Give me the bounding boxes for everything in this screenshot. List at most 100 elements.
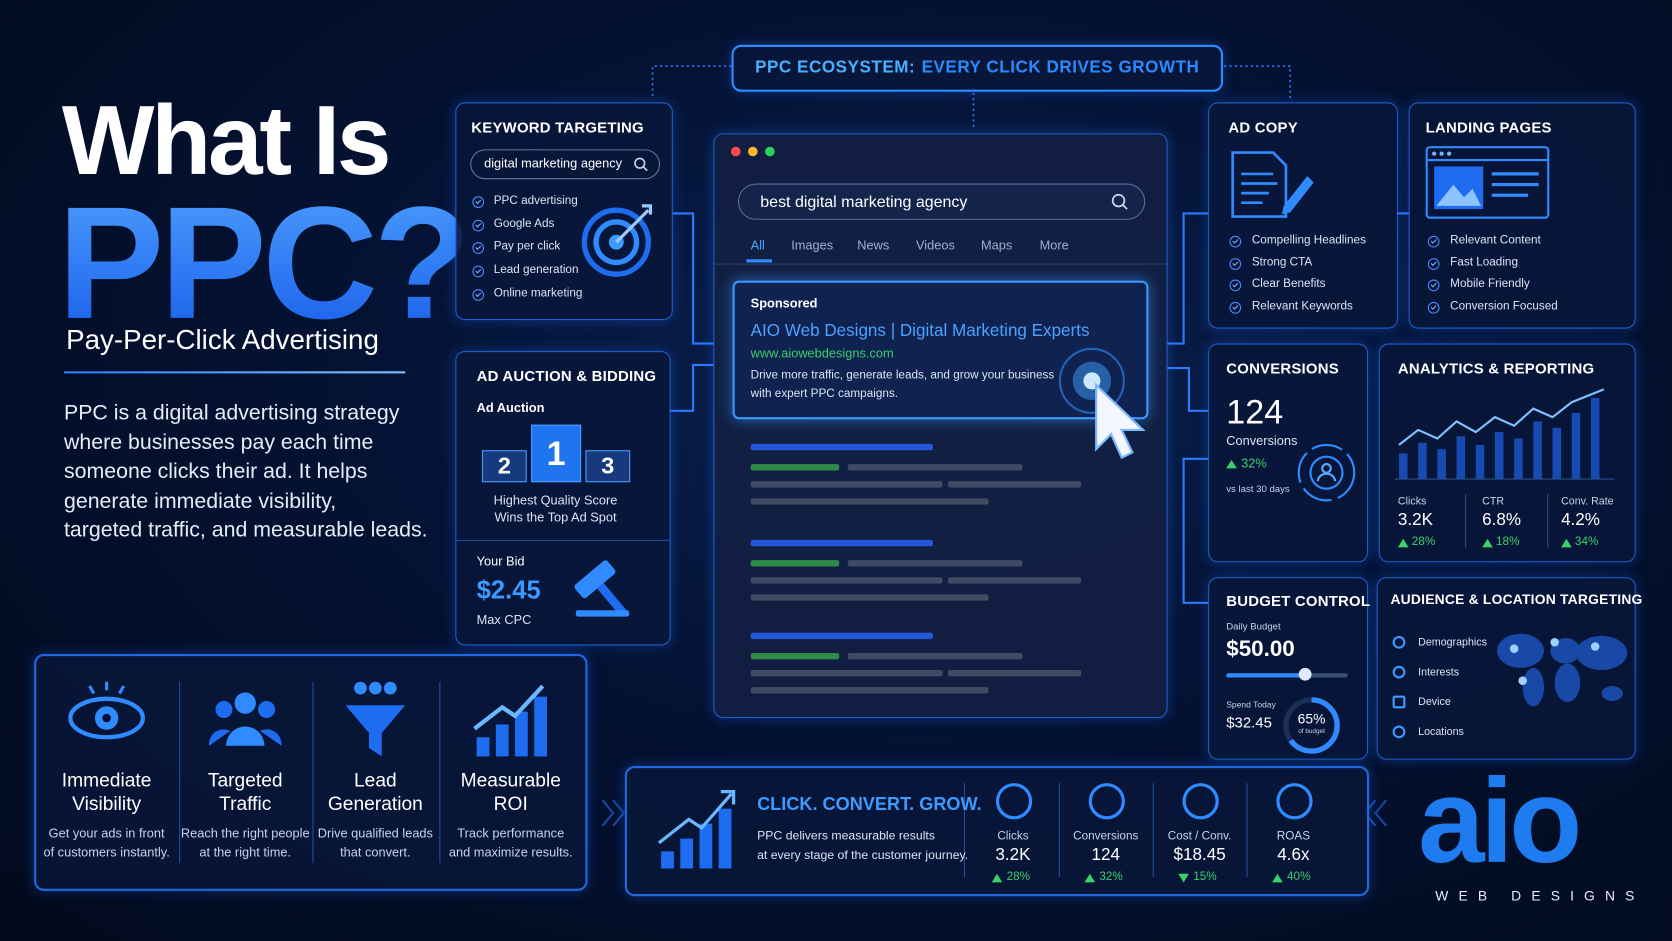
audience-target-icon [1297, 443, 1356, 502]
metric-value: 3.2K [995, 846, 1031, 865]
benefit-title: Lead [353, 769, 397, 791]
panel-title: KEYWORD TARGETING [471, 118, 644, 136]
check-icon [472, 288, 485, 301]
subtitle: Ad Auction [476, 400, 545, 416]
logo-tagline: WEB DESIGNS [1435, 887, 1645, 904]
benefit-description: Reach the right people [180, 825, 310, 841]
bid-value: $2.45 [476, 576, 541, 605]
audience-item: Device [1418, 696, 1451, 709]
benefit-title: Traffic [219, 792, 272, 815]
result-title-bar [750, 443, 934, 451]
result-text-bar [750, 670, 943, 677]
trend-arrow [1482, 538, 1493, 548]
divider [179, 681, 181, 864]
search-query: best digital marketing agency [760, 193, 968, 212]
ad-copy-panel: AD COPY Compelling Headlines Strong CTA Cle… [1208, 102, 1398, 329]
result-url-bar [750, 560, 840, 567]
podium-rank: 1 [531, 424, 582, 483]
metric-value: 3.2K [1397, 511, 1434, 530]
caption-line: Highest Quality Score [493, 492, 618, 508]
panel-title: BUDGET CONTROL [1226, 592, 1371, 610]
benefit-description: Get your ads in front [48, 825, 165, 841]
podium-rank: 3 [585, 450, 631, 483]
check-icon [1229, 279, 1242, 292]
description-line: where businesses pay each time [63, 430, 374, 454]
search-tab: Videos [915, 237, 955, 253]
result-text-bar [847, 464, 1023, 471]
metric-icon [1088, 783, 1125, 820]
search-icon [1111, 193, 1128, 210]
budget-ring-progress [1283, 697, 1340, 754]
trend-arrow [991, 873, 1003, 883]
benefit-title: Immediate [61, 769, 152, 791]
description-line: someone clicks their ad. It helps [63, 459, 368, 484]
benefit-icon [68, 681, 146, 740]
benefit-title: Measurable [460, 769, 561, 791]
trend-arrow [1397, 538, 1409, 548]
budget-panel: BUDGET CONTROL Daily Budget $50.00 Spend To… [1208, 577, 1371, 760]
metric-change: 28% [1006, 870, 1031, 884]
benefit-icon [208, 692, 282, 746]
divider [439, 681, 441, 864]
result-text-bar [750, 481, 943, 488]
summary-headline: CLICK. CONVERT. GROW. [757, 793, 982, 815]
gavel-icon [574, 560, 630, 617]
tab-underline [746, 259, 773, 263]
metric-label: Cost / Conv. [1167, 830, 1232, 843]
analytics-panel: ANALYTICS & REPORTING Clicks 3.2K 28% CTR 6.8… [1378, 343, 1636, 563]
result-text-bar [750, 687, 989, 694]
result-url-bar [750, 464, 840, 471]
check-icon [1229, 235, 1242, 248]
search-box [737, 183, 1146, 220]
metric-label: Clicks [1397, 496, 1427, 508]
browser-window: best digital marketing agency All Images Ne… [713, 133, 1168, 719]
conversions-panel: CONVERSIONS 124 Conversions 32% vs last 30 d… [1208, 343, 1369, 563]
logo-mark: aio [1418, 754, 1582, 888]
panel-title: LANDING PAGES [1425, 118, 1552, 136]
metric-icon [1276, 783, 1313, 820]
check-icon [472, 219, 485, 232]
tab-divider [714, 263, 1167, 265]
audience-icon [1392, 665, 1406, 679]
document-icon [1231, 151, 1314, 218]
trend-arrow [1272, 873, 1283, 883]
ad-copy-item: Compelling Headlines [1251, 233, 1366, 247]
keyword-item: Google Ads [493, 217, 555, 231]
benefit-icon [473, 684, 548, 757]
panel-title: CONVERSIONS [1226, 359, 1339, 377]
spend-label: Spend Today [1226, 699, 1276, 710]
metric-change: 32% [1099, 870, 1123, 884]
divider [312, 681, 314, 864]
ad-label: Sponsored [750, 295, 818, 311]
metric-change: 34% [1574, 535, 1599, 549]
search-tab: Images [791, 237, 834, 253]
result-text-bar [947, 670, 1082, 677]
audience-icon [1392, 725, 1406, 739]
bid-label: Your Bid [476, 553, 525, 569]
ad-url: www.aiowebdesigns.com [750, 345, 894, 361]
description-line: generate immediate visibility, [63, 489, 337, 513]
description-line: targeted traffic, and measurable leads. [63, 518, 428, 542]
result-text-bar [847, 652, 1023, 660]
landing-item: Fast Loading [1450, 255, 1518, 269]
metric-label: CTR [1482, 496, 1505, 508]
check-icon [1427, 235, 1440, 248]
slider-fill [1226, 673, 1306, 678]
result-text-bar [750, 577, 943, 584]
result-text-bar [750, 594, 989, 601]
banner-lead: PPC ECOSYSTEM: [755, 58, 916, 77]
metric-label: Conversions [1073, 830, 1139, 843]
ad-copy-item: Relevant Keywords [1251, 299, 1353, 313]
metric-label: Conv. Rate [1561, 496, 1614, 508]
benefit-description: Track performance [457, 825, 565, 841]
benefit-description: and maximize results. [448, 844, 573, 860]
check-icon [1427, 301, 1440, 314]
ad-title: AIO Web Designs | Digital Marketing Expe… [750, 322, 1090, 341]
landing-item: Mobile Friendly [1450, 277, 1530, 291]
divider [1465, 493, 1467, 548]
conversion-period: vs last 30 days [1226, 483, 1290, 494]
window-dots [730, 146, 775, 157]
conversion-value: 124 [1226, 392, 1284, 432]
trend-arrow [1084, 873, 1096, 883]
